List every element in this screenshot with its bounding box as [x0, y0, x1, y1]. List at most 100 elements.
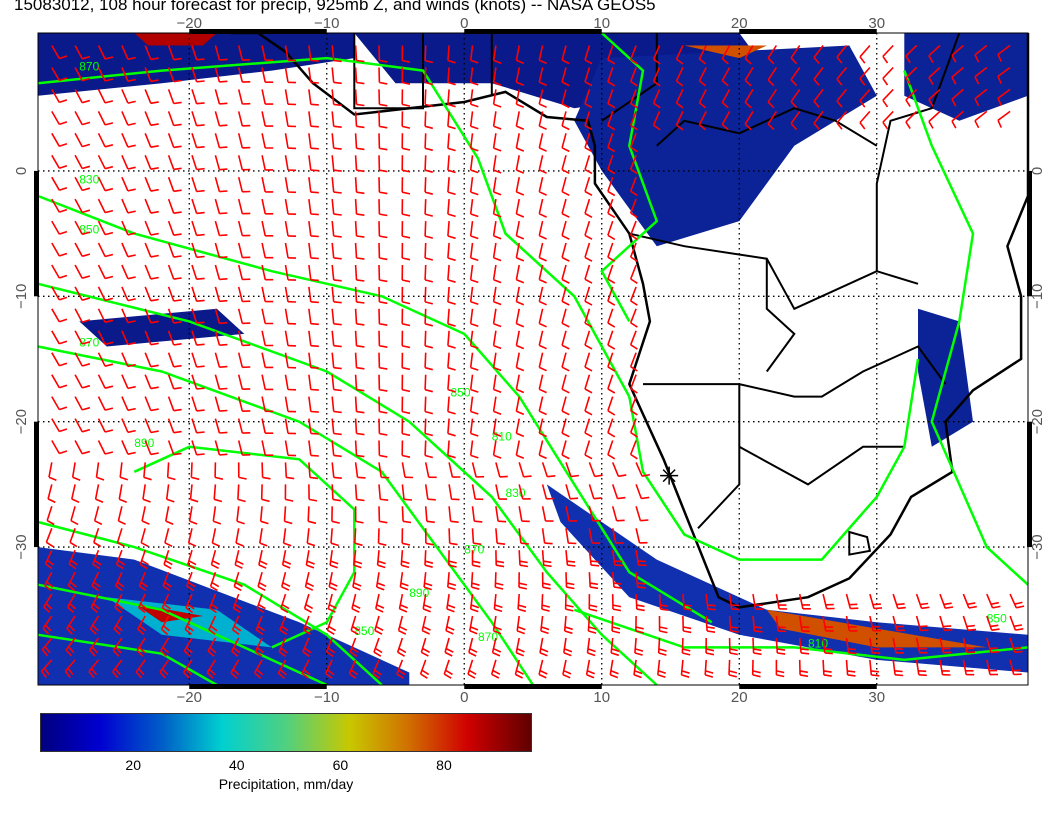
wind-barb	[144, 308, 159, 324]
wind-barb	[51, 440, 68, 455]
wind-barb	[518, 550, 529, 568]
wind-barb	[308, 177, 319, 194]
wind-barb	[492, 198, 502, 218]
wind-barb	[74, 286, 91, 301]
wind-barb	[232, 593, 243, 614]
wind-barb	[375, 572, 386, 591]
wind-barb	[494, 572, 504, 590]
wind-barb	[74, 352, 91, 367]
wind-barb	[492, 308, 502, 328]
wind-barb	[584, 330, 593, 350]
wind-barb	[859, 88, 871, 108]
wind-barb	[375, 593, 385, 613]
wind-barb	[561, 352, 570, 372]
wind-barb	[586, 637, 596, 657]
wind-barb	[424, 506, 435, 524]
wind-barb	[447, 352, 456, 371]
wind-barb	[492, 374, 502, 394]
wind-barb	[331, 242, 342, 260]
wind-barb	[378, 155, 388, 173]
wind-barb	[191, 330, 205, 346]
wind-barb	[214, 330, 228, 346]
wind-barb	[518, 528, 529, 545]
wind-barb	[74, 330, 91, 345]
wind-barb	[607, 133, 616, 153]
wind-barb	[469, 155, 479, 174]
wind-barb	[185, 593, 195, 614]
wind-barb	[261, 177, 274, 193]
wind-barb	[588, 506, 601, 522]
wind-barb	[469, 111, 479, 130]
wind-barbs	[41, 44, 1025, 679]
wind-barb	[587, 615, 597, 634]
wind-barb	[468, 637, 478, 657]
wind-barb	[611, 506, 625, 522]
wind-barb	[721, 45, 731, 65]
wind-barb	[378, 374, 388, 392]
wind-barb	[798, 593, 811, 610]
wind-barb	[231, 615, 242, 636]
wind-barb	[308, 418, 319, 435]
wind-barb	[561, 220, 570, 240]
wind-barb	[915, 615, 929, 632]
wind-barb	[74, 374, 91, 389]
precip-colorbar	[40, 713, 532, 752]
wind-barb	[939, 593, 954, 609]
wind-barb	[629, 111, 638, 131]
wind-barb	[282, 528, 292, 547]
wind-barb	[354, 45, 365, 63]
wind-barb	[144, 89, 159, 105]
wind-barb	[845, 659, 856, 677]
wind-barb	[515, 264, 525, 284]
wind-barb	[167, 440, 182, 456]
wind-barb	[144, 155, 159, 170]
wind-barb	[121, 89, 136, 104]
wind-barb	[492, 111, 502, 130]
wind-barb	[424, 177, 434, 195]
wind-barb	[112, 637, 123, 657]
wind-barb	[305, 550, 315, 569]
wind-barb	[492, 396, 502, 415]
wind-barb	[284, 286, 297, 303]
wind-barb	[447, 133, 456, 152]
wind-barb	[51, 418, 68, 433]
wind-barb	[167, 352, 182, 368]
colorbar-tick-label: 60	[332, 757, 349, 773]
wind-barb	[284, 89, 297, 106]
wind-barb	[306, 528, 316, 547]
wind-barb	[629, 396, 638, 416]
wind-barb	[279, 615, 289, 636]
wind-barb	[209, 593, 219, 614]
wind-barb	[515, 286, 525, 306]
wind-barb	[46, 506, 55, 526]
africa-coastline	[230, 31, 1030, 609]
wind-barb	[517, 594, 527, 613]
wind-barb	[721, 67, 731, 87]
wind-barb	[209, 571, 220, 592]
wind-barb	[585, 659, 596, 679]
wind-barb	[492, 242, 502, 262]
wind-barb	[515, 396, 525, 416]
contour-line	[600, 32, 659, 323]
wind-barb	[424, 484, 436, 501]
wind-barb	[51, 330, 68, 345]
station-marker-icon	[662, 469, 676, 483]
wind-barb	[607, 286, 616, 306]
wind-barb	[140, 528, 149, 548]
wind-barb	[74, 198, 91, 214]
wind-barb	[629, 242, 638, 262]
lon-tick-label-top: 10	[593, 15, 610, 32]
wind-barb	[214, 198, 228, 215]
wind-barb	[378, 506, 388, 524]
wind-barb	[284, 484, 294, 502]
wind-barb	[915, 593, 930, 610]
wind-barb	[214, 242, 228, 259]
wind-barb	[744, 88, 754, 109]
wind-barb	[121, 440, 136, 455]
wind-barb	[167, 155, 182, 171]
wind-barb	[680, 659, 690, 678]
wind-barb	[237, 330, 251, 347]
wind-barb	[121, 286, 136, 302]
wind-barb	[629, 198, 638, 219]
wind-barb	[561, 242, 570, 262]
